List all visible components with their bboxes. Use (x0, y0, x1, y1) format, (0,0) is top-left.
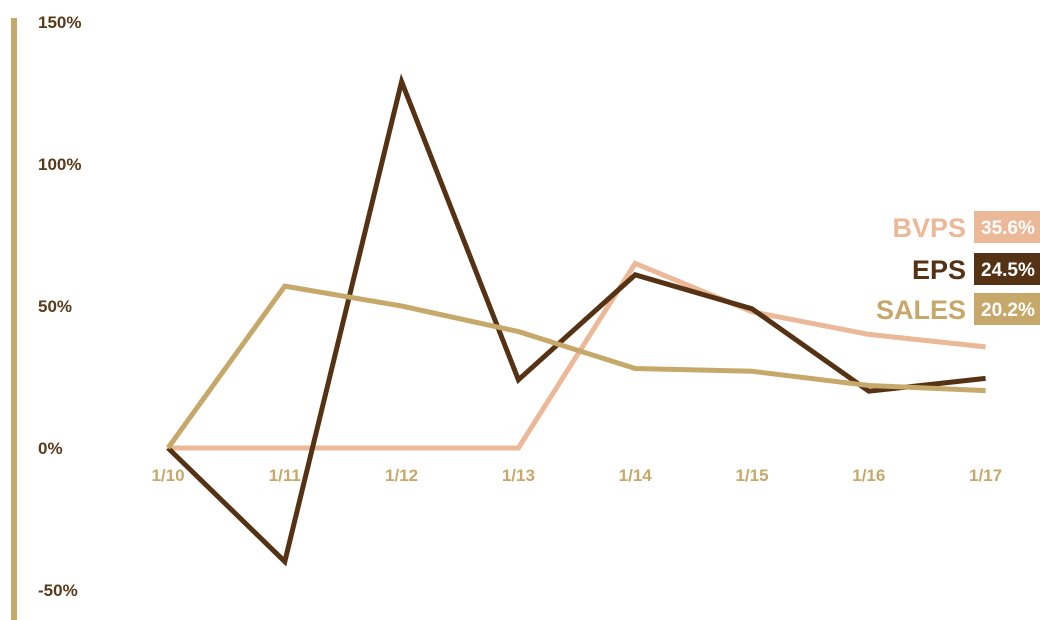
x-tick-label: 1/11 (269, 466, 301, 485)
y-axis-ticks: 150% 100% 50% 0% -50% (38, 13, 81, 600)
legend-value-bvps: 35.6% (981, 218, 1035, 239)
y-tick-label: 100% (38, 155, 81, 174)
x-tick-label: 1/15 (735, 466, 768, 485)
legend-name-sales: SALES (876, 295, 966, 325)
legend-badge-sales (974, 293, 1040, 325)
x-tick-label: 1/14 (619, 466, 653, 485)
x-tick-label: 1/12 (385, 466, 418, 485)
series-line-sales (165, 283, 986, 450)
legend-name-eps: EPS (912, 255, 966, 285)
y-tick-label: 0% (38, 439, 63, 458)
legend-value-eps: 24.5% (981, 260, 1035, 281)
series-line-bvps (168, 260, 986, 451)
legend: BVPS 35.6% EPS 24.5% SALES 20.2% (876, 211, 1040, 325)
x-tick-label: 1/16 (852, 466, 885, 485)
series-line-eps (166, 73, 986, 567)
legend-value-sales: 20.2% (981, 300, 1035, 321)
legend-name-bvps: BVPS (892, 213, 966, 243)
y-tick-label: 50% (38, 297, 72, 316)
legend-badge-bvps (974, 211, 1040, 243)
x-tick-label: 1/13 (502, 466, 535, 485)
y-tick-label: -50% (38, 581, 78, 600)
series-lines (165, 73, 986, 567)
x-axis-ticks: 1/10 1/11 1/12 1/13 1/14 1/15 1/16 1/17 (151, 466, 1002, 485)
legend-badge-eps (974, 253, 1040, 285)
x-tick-label: 1/17 (969, 466, 1002, 485)
y-tick-label: 150% (38, 13, 81, 32)
x-tick-label: 1/10 (151, 466, 184, 485)
